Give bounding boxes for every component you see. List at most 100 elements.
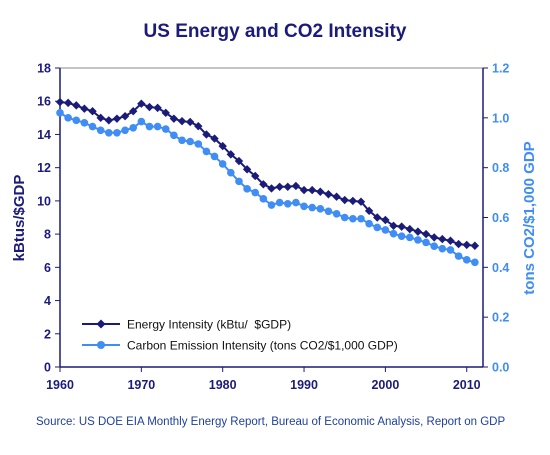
energy-intensity-line [59,101,475,247]
carbon-intensity-point [332,209,341,218]
energy-intensity-point [348,196,358,206]
energy-intensity-point [429,233,439,242]
carbon-intensity-point [194,140,203,148]
chart-svg: US Energy and CO2 Intensity 0 2 4 6 8 10 12 14 1… [11,21,538,392]
carbon-intensity-point [227,168,235,177]
energy-intensity-point [169,114,179,123]
energy-intensity-point [202,130,211,139]
energy-intensity-point [153,103,162,113]
energy-intensity-point [291,181,301,191]
carbon-intensity-point [300,202,308,211]
legend-item-energy: Energy Intensity (kBtu/ $GDP) [82,318,291,332]
energy-intensity-point [397,222,406,231]
left-tick-label: 12 [37,161,51,175]
x-axis-ticks: 1960 1970 1980 1990 2000 2010 [46,367,481,392]
energy-intensity-point [340,195,349,205]
carbon-intensity-line [59,111,476,264]
carbon-intensity-point [80,119,89,127]
carbon-intensity-point [243,185,251,193]
energy-intensity-point [185,117,195,127]
carbon-intensity-point [365,219,373,228]
carbon-intensity-point [397,232,406,240]
energy-intensity-point [307,185,317,195]
carbon-intensity-point [161,125,170,133]
energy-intensity-point [234,156,244,166]
carbon-intensity-point [308,203,316,212]
x-tick-label: 2000 [371,378,399,392]
energy-intensity-point [210,134,219,143]
right-tick-label: 0.2 [492,311,509,325]
carbon-intensity-point [357,214,365,223]
energy-intensity-point [129,106,138,116]
left-tick-label: 18 [37,62,51,76]
chart-title: US Energy and CO2 Intensity [144,21,407,42]
x-tick-label: 1960 [46,378,74,392]
energy-intensity-point [405,224,414,234]
carbon-intensity-point [430,242,438,250]
carbon-intensity-point [137,117,146,126]
carbon-intensity-point [267,201,276,209]
x-tick-label: 1990 [290,378,318,392]
carbon-intensity-point [96,126,105,135]
carbon-intensity-point [186,137,194,146]
energy-intensity-point [462,240,471,250]
left-tick-label: 2 [44,327,51,341]
left-tick-label: 16 [37,95,51,109]
energy-intensity-point [364,206,374,216]
y-axis-label-left: kBtus/$GDP [11,175,28,262]
energy-intensity-point [299,185,309,195]
energy-intensity-point [112,114,122,123]
left-tick-label: 0 [44,361,51,375]
carbon-intensity-point [454,252,463,260]
energy-intensity-point [72,101,81,110]
energy-intensity-point [413,227,423,236]
energy-intensity-point [226,150,236,159]
energy-intensity-point [96,113,105,123]
right-tick-label: 0.0 [492,361,509,375]
carbon-intensity-point [153,122,162,131]
carbon-intensity-point [405,233,414,242]
energy-intensity-point [438,234,447,244]
carbon-intensity-point [438,244,447,253]
carbon-intensity-point [389,229,398,238]
energy-intensity-point [218,141,227,151]
carbon-intensity-point [129,124,138,132]
left-tick-label: 4 [44,294,51,308]
energy-intensity-point [120,111,130,121]
x-tick-label: 1980 [209,378,237,392]
carbon-intensity-point [292,198,300,207]
left-tick-label: 8 [44,228,51,242]
right-tick-label: 1.0 [492,111,509,125]
left-axis-ticks: 0 2 4 6 8 10 12 14 16 18 [37,62,60,375]
energy-intensity-point [421,229,431,239]
carbon-intensity-point [210,152,219,161]
carbon-intensity-point [121,126,129,135]
energy-intensity-point [446,236,455,245]
carbon-intensity-series [56,109,479,267]
energy-intensity-point [470,241,480,250]
energy-intensity-point [104,116,114,125]
carbon-intensity-point [414,236,422,244]
energy-intensity-point [356,197,366,206]
energy-intensity-point [332,192,341,201]
energy-intensity-point [145,102,154,112]
x-tick-label: 1970 [127,378,155,392]
energy-intensity-point [316,187,325,196]
energy-intensity-series [55,97,480,250]
carbon-intensity-point [56,109,64,117]
right-axis-ticks: 0.0 0.2 0.4 0.6 0.8 1.0 1.2 [483,62,509,375]
carbon-intensity-point [202,147,211,156]
energy-intensity-point [259,180,268,189]
energy-intensity-point [55,97,65,107]
legend-label-energy: Energy Intensity (kBtu/ $GDP) [127,318,291,332]
energy-intensity-point [373,213,382,222]
carbon-intensity-point [64,114,72,122]
left-tick-label: 10 [37,194,51,208]
left-tick-label: 6 [44,261,51,275]
x-tick-label: 2010 [453,378,481,392]
energy-intensity-point [137,99,146,108]
energy-intensity-point [177,116,187,126]
right-tick-label: 0.6 [492,211,509,225]
energy-intensity-point [251,171,260,181]
carbon-intensity-point [145,122,154,131]
